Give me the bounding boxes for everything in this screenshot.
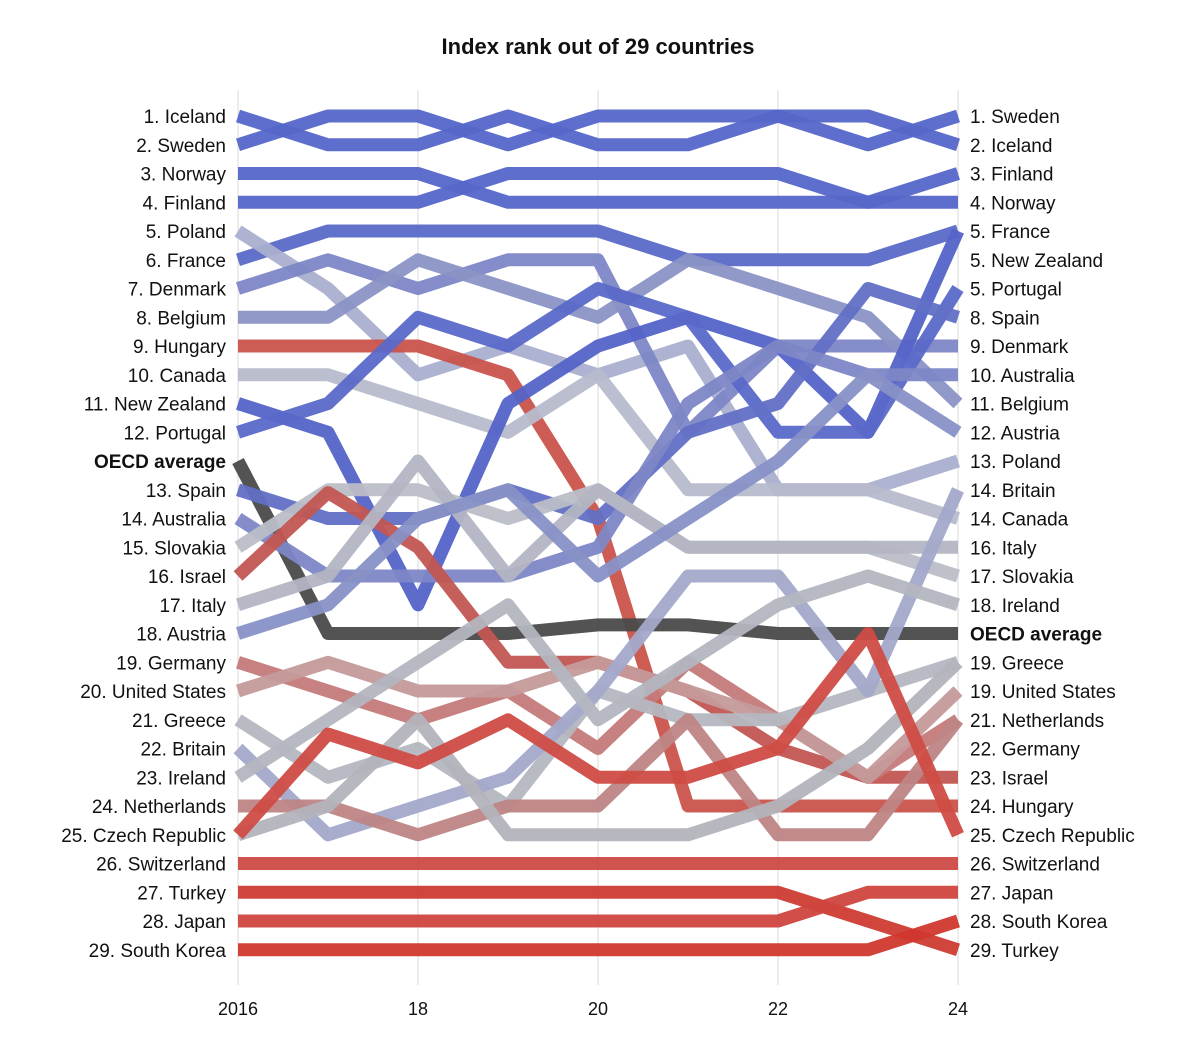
left-label-8-belgium: 8. Belgium bbox=[136, 308, 226, 329]
left-label-26-switzerland: 26. Switzerland bbox=[96, 855, 226, 876]
series-lines bbox=[232, 109, 964, 957]
left-label-5-poland: 5. Poland bbox=[146, 222, 226, 243]
x-tick-24: 24 bbox=[948, 999, 968, 1019]
chart-title: Index rank out of 29 countries bbox=[442, 34, 755, 59]
left-label-14-australia: 14. Australia bbox=[121, 510, 226, 531]
right-label-1-sweden: 1. Sweden bbox=[970, 107, 1060, 128]
series-line-canada bbox=[238, 368, 960, 525]
series-line-netherlands bbox=[238, 713, 964, 842]
right-label-17-slovakia: 17. Slovakia bbox=[970, 567, 1074, 588]
right-label-28-south-korea: 28. South Korea bbox=[970, 912, 1108, 933]
left-label-18-austria: 18. Austria bbox=[136, 625, 226, 646]
right-label-26-switzerland: 26. Switzerland bbox=[970, 855, 1100, 876]
right-label-23-israel: 23. Israel bbox=[970, 768, 1048, 789]
right-label-16-italy: 16. Italy bbox=[970, 538, 1037, 559]
x-tick-18: 18 bbox=[408, 999, 428, 1019]
series-line-oecd-average bbox=[232, 457, 958, 640]
left-label-22-britain: 22. Britain bbox=[140, 740, 226, 761]
left-label-11-new-zealand: 11. New Zealand bbox=[84, 395, 226, 416]
series-line-czech-republic bbox=[236, 657, 963, 842]
right-label-oecd-average: OECD average bbox=[970, 625, 1102, 646]
right-label-2-iceland: 2. Iceland bbox=[970, 136, 1052, 157]
right-label-13-poland: 13. Poland bbox=[970, 452, 1061, 473]
left-label-10-canada: 10. Canada bbox=[128, 366, 227, 387]
left-label-12-portugal: 12. Portugal bbox=[124, 423, 226, 444]
right-label-22-germany: 22. Germany bbox=[970, 740, 1080, 761]
left-label-20-united-states: 20. United States bbox=[80, 682, 226, 703]
right-label-19-greece: 19. Greece bbox=[970, 653, 1064, 674]
left-label-28-japan: 28. Japan bbox=[143, 912, 226, 933]
series-line-belgium bbox=[238, 253, 963, 409]
left-label-19-germany: 19. Germany bbox=[116, 653, 226, 674]
series-line-finland bbox=[238, 167, 960, 209]
right-label-5-france: 5. France bbox=[970, 222, 1050, 243]
series-line-france bbox=[236, 224, 960, 267]
left-label-29-south-korea: 29. South Korea bbox=[89, 941, 227, 962]
series-line-portugal bbox=[236, 282, 964, 439]
right-label-21-netherlands: 21. Netherlands bbox=[970, 711, 1104, 732]
right-label-12-austria: 12. Austria bbox=[970, 423, 1060, 444]
right-label-9-denmark: 9. Denmark bbox=[970, 337, 1069, 358]
series-line-united-states bbox=[236, 655, 963, 784]
series-line-south-korea bbox=[238, 914, 960, 957]
series-line-britain bbox=[233, 487, 964, 842]
left-label-23-ireland: 23. Ireland bbox=[136, 768, 226, 789]
right-label-4-norway: 4. Norway bbox=[970, 193, 1056, 214]
series-line-denmark bbox=[236, 253, 958, 439]
right-label-10-australia: 10. Australia bbox=[970, 366, 1075, 387]
left-label-2-sweden: 2. Sweden bbox=[136, 136, 226, 157]
series-line-iceland bbox=[236, 109, 960, 152]
x-axis-ticks: 2016 18 20 22 24 bbox=[218, 999, 968, 1019]
series-line-italy bbox=[236, 454, 958, 611]
right-label-18-ireland: 18. Ireland bbox=[970, 596, 1060, 617]
right-label-19-united-states: 19. United States bbox=[970, 682, 1116, 703]
left-label-17-italy: 17. Italy bbox=[159, 596, 226, 617]
left-label-27-turkey: 27. Turkey bbox=[137, 883, 226, 904]
left-label-4-finland: 4. Finland bbox=[143, 193, 226, 214]
series-line-austria bbox=[236, 368, 962, 640]
left-label-16-israel: 16. Israel bbox=[148, 567, 226, 588]
series-line-japan bbox=[238, 885, 958, 928]
series-line-ireland bbox=[234, 569, 960, 783]
left-label-7-denmark: 7. Denmark bbox=[128, 280, 227, 301]
left-label-21-greece: 21. Greece bbox=[132, 711, 226, 732]
x-tick-20: 20 bbox=[588, 999, 608, 1019]
left-label-3-norway: 3. Norway bbox=[140, 165, 226, 186]
right-label-5-portugal: 5. Portugal bbox=[970, 280, 1062, 301]
left-label-1-iceland: 1. Iceland bbox=[144, 107, 226, 128]
right-label-11-belgium: 11. Belgium bbox=[970, 395, 1069, 416]
right-label-29-turkey: 29. Turkey bbox=[970, 941, 1059, 962]
right-label-5-new-zealand: 5. New Zealand bbox=[970, 251, 1103, 272]
right-label-27-japan: 27. Japan bbox=[970, 883, 1053, 904]
right-label-14-britain: 14. Britain bbox=[970, 481, 1056, 502]
left-label-24-netherlands: 24. Netherlands bbox=[92, 797, 226, 818]
x-tick-2016: 2016 bbox=[218, 999, 258, 1019]
left-rank-labels: 1. Iceland 2. Sweden 3. Norway 4. Finland 5.… bbox=[61, 107, 226, 962]
x-tick-22: 22 bbox=[768, 999, 788, 1019]
series-line-spain bbox=[236, 282, 960, 525]
series-line-turkey bbox=[238, 885, 960, 956]
right-label-24-hungary: 24. Hungary bbox=[970, 797, 1074, 818]
right-rank-labels: 1. Sweden 2. Iceland 3. Finland 4. Norway 5.… bbox=[970, 107, 1135, 962]
right-label-25-czech-republic: 25. Czech Republic bbox=[970, 826, 1135, 847]
left-label-6-france: 6. France bbox=[146, 251, 226, 272]
series-line-sweden bbox=[236, 109, 960, 152]
series-line-hungary-2 bbox=[233, 627, 964, 840]
right-label-3-finland: 3. Finland bbox=[970, 165, 1053, 186]
left-label-oecd-average: OECD average bbox=[94, 452, 226, 473]
left-label-25-czech-republic: 25. Czech Republic bbox=[61, 826, 226, 847]
left-label-13-spain: 13. Spain bbox=[146, 481, 226, 502]
right-label-8-spain: 8. Spain bbox=[970, 308, 1040, 329]
series-line-norway bbox=[238, 167, 958, 209]
right-label-14-canada: 14. Canada bbox=[970, 510, 1069, 531]
left-label-15-slovakia: 15. Slovakia bbox=[122, 538, 226, 559]
left-label-9-hungary: 9. Hungary bbox=[133, 337, 226, 358]
